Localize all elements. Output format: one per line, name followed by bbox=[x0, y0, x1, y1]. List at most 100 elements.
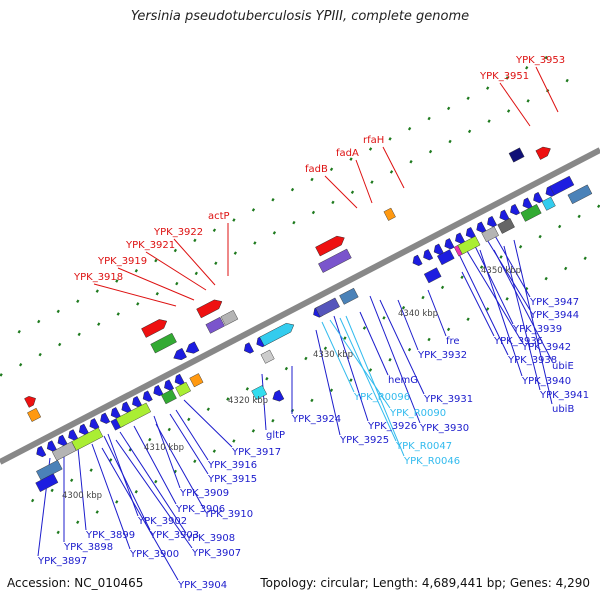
tick-mark bbox=[448, 139, 452, 144]
tick-mark bbox=[564, 266, 568, 271]
tick-mark bbox=[304, 356, 308, 361]
tick-mark bbox=[407, 347, 412, 352]
gene-label-blue: YPK_3902 bbox=[137, 516, 187, 527]
tick-mark bbox=[38, 352, 42, 357]
tick-mark bbox=[388, 358, 392, 362]
tick-mark bbox=[486, 86, 490, 90]
tick-mark bbox=[401, 305, 406, 310]
gene-label-blue: YPK_3899 bbox=[85, 530, 135, 541]
label-connector bbox=[359, 311, 389, 376]
gene-feature bbox=[318, 248, 352, 273]
gene-label-blue: YPK_3941 bbox=[539, 390, 589, 401]
tick-mark bbox=[193, 459, 197, 464]
tick-mark bbox=[428, 149, 433, 154]
gene-feature bbox=[541, 196, 556, 211]
label-connector bbox=[103, 435, 151, 531]
gene-label-blue: YPK_3939 bbox=[512, 324, 562, 335]
label-connector bbox=[77, 447, 87, 531]
gene-feature bbox=[465, 227, 476, 239]
tick-mark bbox=[70, 478, 74, 483]
gene-label-blue: YPK_3910 bbox=[203, 509, 253, 520]
label-connector bbox=[345, 315, 405, 457]
tick-mark bbox=[115, 279, 119, 283]
gene-feature bbox=[244, 342, 254, 354]
gene-feature bbox=[121, 401, 132, 413]
label-connector bbox=[379, 299, 425, 395]
gene-feature bbox=[412, 254, 423, 266]
tick-mark bbox=[18, 363, 23, 367]
label-connector bbox=[473, 243, 514, 325]
label-connector bbox=[93, 283, 177, 307]
gene-feature bbox=[173, 347, 187, 361]
gene-label-blue: YPK_3915 bbox=[207, 474, 257, 485]
gene-label-rrna: YPK_R0047 bbox=[395, 441, 452, 452]
genome-backbone bbox=[0, 147, 600, 465]
label-connector bbox=[493, 233, 531, 298]
gene-feature bbox=[457, 235, 481, 255]
tick-mark bbox=[349, 157, 353, 161]
tick-mark bbox=[136, 302, 140, 306]
tick-mark bbox=[272, 231, 277, 235]
gene-feature bbox=[510, 203, 521, 216]
gene-feature bbox=[315, 297, 340, 318]
tick-mark bbox=[409, 160, 413, 164]
gene-label-red: fadA bbox=[336, 148, 359, 159]
gene-label-blue: YPK_3940 bbox=[521, 376, 571, 387]
tick-mark bbox=[271, 418, 275, 423]
tick-mark bbox=[557, 224, 562, 229]
tick-mark bbox=[206, 407, 210, 411]
tick-mark bbox=[115, 500, 119, 504]
tick-mark bbox=[154, 479, 158, 484]
label-connector bbox=[101, 447, 179, 581]
gene-feature bbox=[46, 440, 57, 452]
tick-mark bbox=[175, 281, 179, 286]
gene-feature bbox=[499, 209, 510, 221]
tick-mark bbox=[446, 327, 451, 332]
gene-label-blue: YPK_3944 bbox=[529, 310, 579, 321]
label-connector bbox=[339, 317, 397, 442]
gene-feature bbox=[115, 402, 152, 428]
gene-feature bbox=[185, 341, 200, 354]
gene-feature bbox=[100, 412, 111, 424]
gene-label-blue: YPK_3906 bbox=[175, 504, 225, 515]
tick-mark bbox=[362, 326, 367, 330]
gene-feature bbox=[487, 215, 498, 228]
tick-mark bbox=[89, 468, 93, 472]
tick-mark bbox=[134, 489, 138, 494]
gene-label-red: YPK_3953 bbox=[515, 55, 565, 66]
label-connector bbox=[175, 409, 209, 461]
gene-label-rrna: YPK_R0090 bbox=[389, 408, 446, 419]
gene-label-blue: YPK_3947 bbox=[529, 297, 579, 308]
gene-feature bbox=[68, 429, 79, 441]
tick-mark bbox=[232, 439, 236, 443]
tick-mark bbox=[76, 299, 80, 303]
tick-mark bbox=[30, 498, 35, 503]
tick-mark bbox=[0, 373, 3, 377]
tick-mark bbox=[116, 312, 120, 316]
gene-feature bbox=[522, 197, 533, 209]
gene-feature bbox=[24, 396, 36, 408]
gene-feature bbox=[437, 249, 455, 266]
gene-feature bbox=[259, 323, 295, 347]
label-connector bbox=[513, 239, 553, 405]
label-connector bbox=[324, 175, 358, 209]
tick-mark bbox=[583, 256, 587, 261]
tick-mark bbox=[389, 170, 394, 174]
tick-mark bbox=[467, 129, 472, 134]
gene-label-red: YPK_3951 bbox=[479, 71, 529, 82]
gene-feature bbox=[339, 287, 359, 305]
label-connector bbox=[115, 439, 193, 549]
tick-mark bbox=[499, 255, 503, 259]
gene-feature bbox=[476, 221, 487, 233]
gene-label-blue: YPK_3917 bbox=[231, 447, 281, 458]
label-connector bbox=[315, 329, 341, 436]
label-connector bbox=[461, 271, 495, 337]
scale-label-kbp: 4340 kbp bbox=[398, 309, 438, 319]
tick-mark bbox=[265, 376, 269, 381]
gene-label-red: YPK_3918 bbox=[73, 272, 123, 283]
tick-mark bbox=[148, 437, 152, 442]
label-connector bbox=[261, 373, 267, 431]
label-connector bbox=[145, 251, 207, 291]
tick-mark bbox=[370, 180, 374, 184]
